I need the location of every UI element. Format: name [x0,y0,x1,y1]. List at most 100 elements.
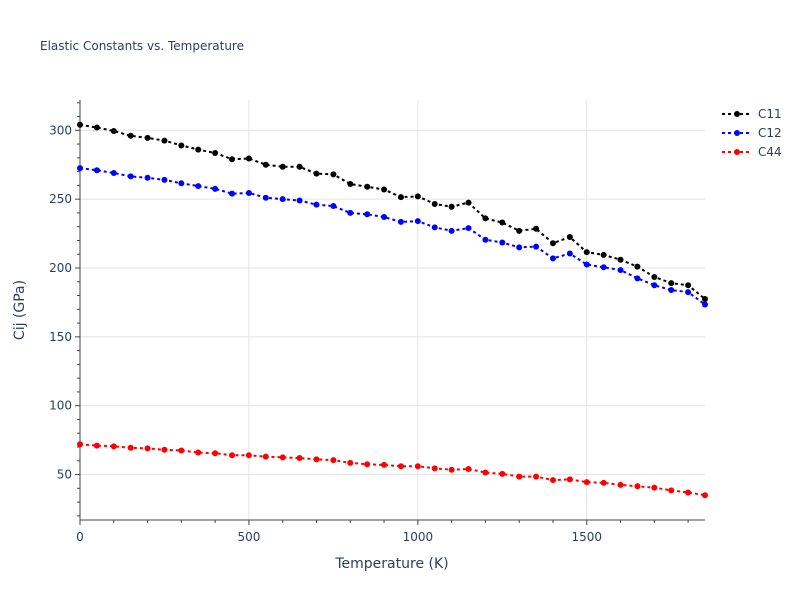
data-point-c11 [330,171,337,178]
data-point-c11 [397,194,404,201]
data-point-c12 [144,174,151,181]
data-point-c44 [77,441,83,448]
x-tick-label: 1500 [571,530,602,544]
data-point-c44 [262,453,269,460]
data-point-c11 [262,161,269,168]
data-point-c12 [685,289,692,296]
data-point-c11 [347,181,354,187]
series-line-c44 [79,443,706,497]
data-point-c44 [93,442,100,449]
axes: 50 100 150 200 250 300 0 500 1000 1500 [49,100,705,544]
data-point-c11 [93,124,100,131]
data-point-c11 [448,203,455,210]
series-c11 [77,121,708,302]
legend-marker [734,111,740,117]
data-point-c44 [279,454,286,461]
data-point-c44 [414,463,421,470]
legend-label: C11 [758,107,782,121]
x-tick-label: 0 [76,530,84,544]
x-tick-label: 1000 [403,530,434,544]
data-point-c12 [566,250,573,257]
data-point-c11 [634,263,641,270]
data-point-c44 [465,466,472,473]
data-point-c44 [229,452,236,459]
data-point-c12 [262,194,269,201]
y-tick-label: 50 [57,468,72,482]
data-point-c12 [499,239,506,246]
series-line-c11 [79,123,706,300]
data-point-c12 [583,261,590,268]
data-point-c44 [381,461,388,468]
data-point-c11 [516,227,523,234]
data-point-c44 [364,461,371,468]
legend-item-c12[interactable]: C12 [722,126,782,140]
data-point-c12 [600,264,607,271]
data-point-c11 [533,225,540,232]
data-point-c11 [651,273,658,280]
data-point-c11 [127,132,134,139]
legend-item-c44[interactable]: C44 [722,145,782,159]
data-point-c11 [668,280,675,287]
data-point-c44 [397,463,404,470]
data-point-c12 [634,275,641,282]
x-axis-title: Temperature (K) [334,556,448,572]
data-point-c12 [448,227,455,234]
data-point-c44 [516,473,523,480]
data-point-c44 [583,479,590,486]
y-tick-label: 300 [49,123,72,137]
data-point-c12 [279,196,286,203]
data-point-c44 [600,479,607,486]
data-point-c12 [482,236,489,243]
data-point-c44 [499,470,506,477]
data-point-c11 [212,150,219,157]
data-point-c44 [110,443,117,450]
data-point-c11 [617,256,624,263]
data-point-c12 [229,190,236,197]
data-point-c12 [414,218,421,225]
data-point-c12 [617,267,624,274]
data-point-c11 [600,251,607,258]
data-point-c12 [465,225,472,232]
series-layer [77,121,708,499]
data-point-c12 [313,201,320,208]
data-point-c12 [549,255,556,262]
data-point-c12 [212,185,219,192]
data-point-c12 [245,189,252,196]
x-tick-label: 500 [237,530,260,544]
data-point-c44 [195,449,202,456]
data-point-c44 [330,457,337,464]
data-point-c11 [313,170,320,177]
data-point-c12 [364,211,371,218]
data-point-c11 [499,219,506,226]
data-point-c12 [178,180,185,187]
data-point-c44 [448,466,455,473]
data-point-c11 [431,200,438,207]
data-point-c12 [397,218,404,225]
data-point-c12 [431,224,438,231]
legend-item-c11[interactable]: C11 [722,107,782,121]
data-point-c11 [161,137,168,144]
data-point-c11 [549,240,556,247]
data-point-c11 [229,156,236,163]
data-point-c11 [381,186,388,193]
data-point-c12 [651,282,658,289]
data-point-c11 [195,146,202,153]
y-tick-label: 100 [49,399,72,413]
series-c44 [77,441,708,499]
data-point-c12 [296,197,303,204]
data-point-c44 [296,455,303,462]
data-point-c11 [144,134,151,141]
data-point-c44 [482,469,489,476]
data-point-c12 [330,203,337,210]
data-point-c44 [549,477,556,484]
data-point-c12 [195,183,202,190]
grid [80,100,705,520]
legend-marker [734,130,740,136]
data-point-c44 [702,492,708,499]
data-point-c11 [178,142,185,149]
data-point-c11 [685,282,692,289]
data-point-c11 [583,249,590,256]
data-point-c44 [347,459,354,466]
data-point-c44 [431,465,438,472]
